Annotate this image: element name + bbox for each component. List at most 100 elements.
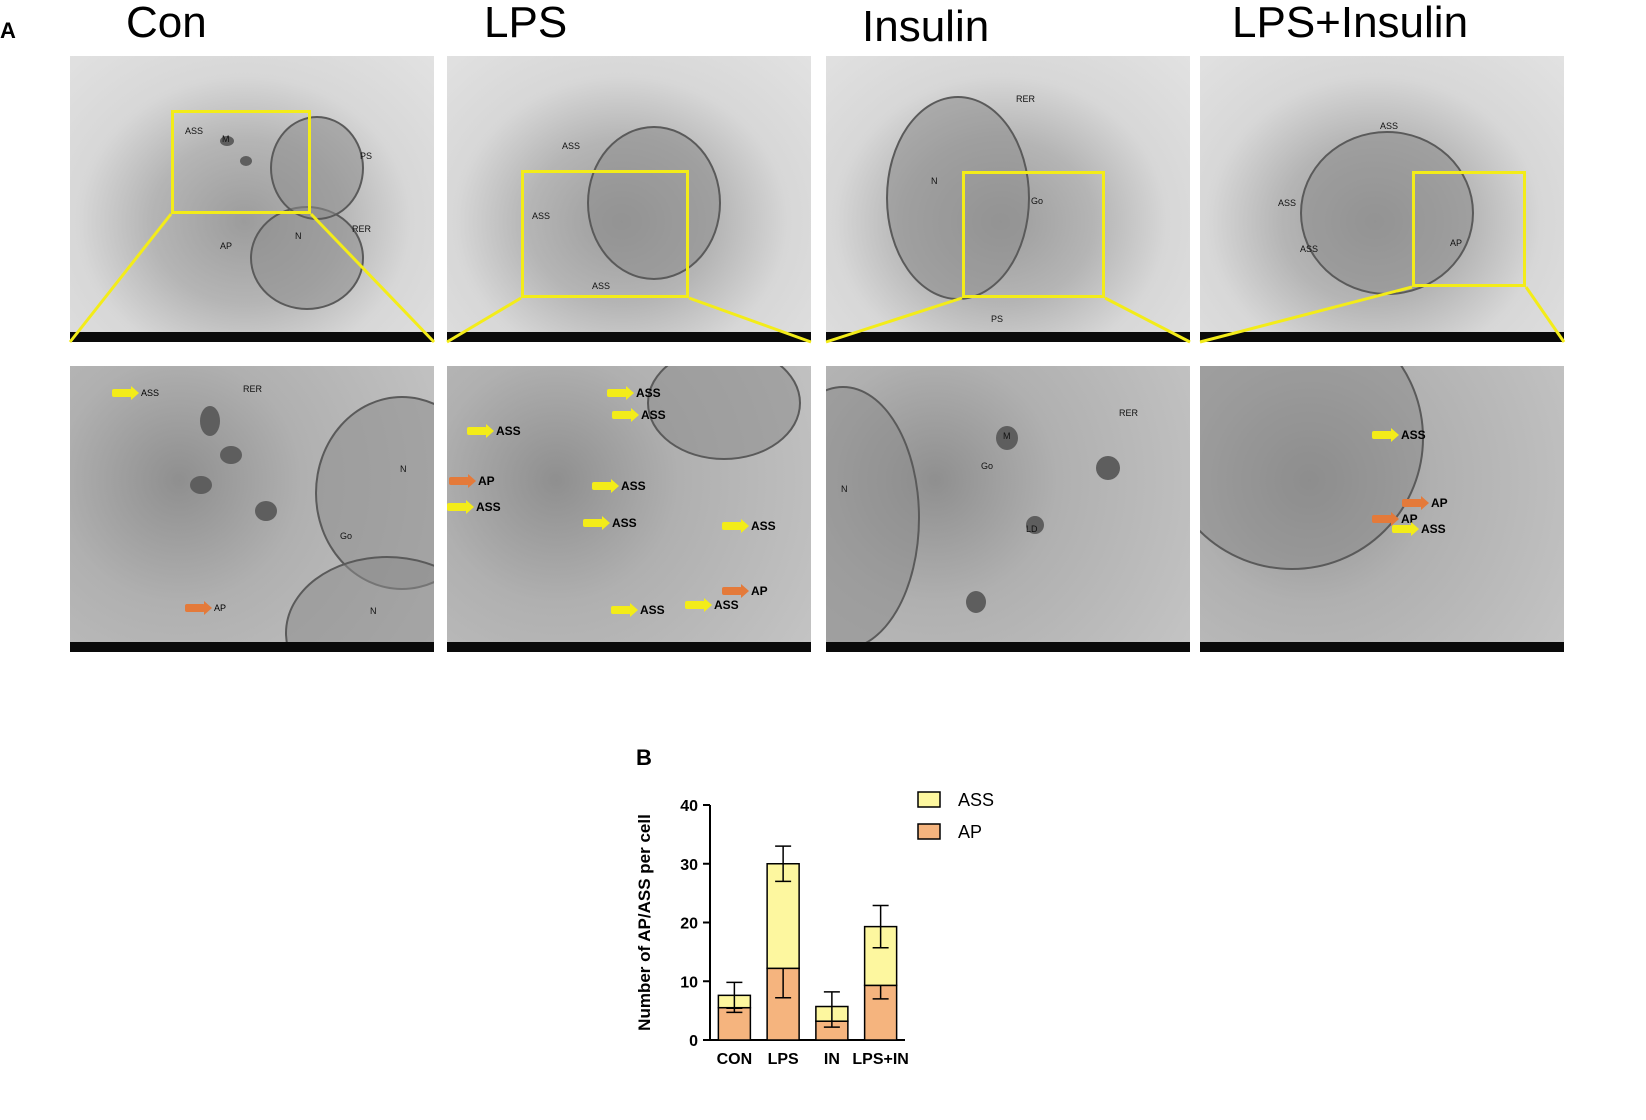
label-ass: ASS <box>562 141 581 151</box>
y-tick-label: 30 <box>680 857 698 874</box>
arrow-label: ASS <box>621 479 646 493</box>
label-go: Go <box>981 461 994 471</box>
arrow-ass: ASS <box>592 479 646 493</box>
roi-box-con <box>171 110 311 214</box>
arrow-ass: ASS <box>611 603 665 617</box>
arrow-label: ASS <box>751 519 776 533</box>
x-tick-label: LPS+IN <box>852 1051 908 1068</box>
scale-bar <box>826 642 1190 652</box>
arrow-ap: AP <box>449 474 495 488</box>
y-tick-label: 0 <box>689 1033 698 1050</box>
label-n: N <box>295 231 302 241</box>
y-axis-label: Number of AP/ASS per cell <box>635 814 654 1031</box>
label-ass: ASS <box>532 211 551 221</box>
organelle <box>240 156 252 166</box>
label-go: Go <box>340 531 353 541</box>
arrow-label: ASS <box>1421 522 1446 536</box>
label-ld: LD <box>1026 524 1038 534</box>
mitochondrion <box>255 501 277 521</box>
arrow-label: ASS <box>636 386 661 400</box>
arrow-ass: ASS <box>583 516 637 530</box>
scale-bar <box>70 642 434 652</box>
arrow-ass: ASS <box>447 500 501 514</box>
arrow-ass: ASS <box>685 598 739 612</box>
mitochondrion <box>190 476 212 494</box>
panel-label-b: B <box>636 745 652 770</box>
arrow-label: ASS <box>612 516 637 530</box>
arrow-label: ASS <box>640 603 665 617</box>
y-tick-label: 10 <box>680 974 698 991</box>
legend-label-ass: ASS <box>958 790 994 810</box>
group-title-lps-insulin: LPS+Insulin <box>1232 0 1469 47</box>
arrow-label: ASS <box>714 598 739 612</box>
label-ap: AP <box>1450 238 1463 248</box>
arrow-ass: ASS <box>1392 522 1446 536</box>
arrow-label: AP <box>214 603 227 613</box>
mitochondrion <box>220 446 242 464</box>
arrow-ass: ASS <box>607 386 661 400</box>
panel-label-a: A <box>0 18 16 43</box>
organelle <box>220 136 234 146</box>
x-tick-label: LPS <box>768 1051 799 1068</box>
arrow-ap: AP <box>1402 496 1448 510</box>
arrow-ap: AP <box>185 601 227 615</box>
mitochondrion <box>966 591 986 613</box>
scale-bar <box>826 332 1190 342</box>
arrow-label: ASS <box>141 388 160 398</box>
label-ap: AP <box>220 241 233 251</box>
label-n: N <box>931 176 938 186</box>
arrow-ass: ASS <box>612 408 666 422</box>
micrograph-insulin-overview: N RER Go PS <box>826 56 1190 342</box>
micrograph-insulin-zoom: RER M Go LD N <box>826 366 1190 652</box>
roi-box-lps <box>521 170 689 298</box>
micrograph-con-zoom: RER N N Go ASS AP <box>70 366 434 652</box>
micrograph-lps-insulin-zoom: ASS AP AP ASS <box>1200 366 1564 652</box>
group-title-lps: LPS <box>484 0 568 47</box>
label-ass: ASS <box>592 281 611 291</box>
micrograph-lps-zoom: ASS ASS ASS AP ASS ASS ASS ASS AP ASS AS… <box>447 366 811 652</box>
arrow-ass: ASS <box>722 519 776 533</box>
mitochondrion <box>200 406 220 436</box>
arrow-label: AP <box>1431 496 1448 510</box>
cell-nucleus <box>587 126 721 280</box>
arrow-label: AP <box>751 584 768 598</box>
x-tick-label: IN <box>824 1051 840 1068</box>
cell-nucleus <box>1300 131 1474 295</box>
label-rer: RER <box>243 384 263 394</box>
cell-nucleus <box>886 96 1030 300</box>
scale-bar <box>447 642 811 652</box>
scale-bar <box>70 332 434 342</box>
legend-label-ap: AP <box>958 822 982 842</box>
label-ps: PS <box>360 151 373 161</box>
group-title-insulin: Insulin <box>862 2 990 51</box>
arrow-label: ASS <box>476 500 501 514</box>
y-tick-label: 20 <box>680 916 698 933</box>
arrow-ass: ASS <box>112 386 160 400</box>
label-m: M <box>222 134 230 144</box>
label-ps: PS <box>991 314 1004 324</box>
label-go: Go <box>1031 196 1044 206</box>
mitochondrion <box>996 426 1018 450</box>
group-title-con: Con <box>126 0 207 47</box>
roi-box-lps-insulin <box>1412 171 1526 287</box>
arrow-label: AP <box>478 474 495 488</box>
arrow-label: ASS <box>496 424 521 438</box>
arrow-label: ASS <box>641 408 666 422</box>
x-tick-label: CON <box>717 1051 753 1068</box>
label-ass: ASS <box>1278 198 1297 208</box>
label-m: M <box>1003 431 1011 441</box>
legend-swatch-ass <box>917 791 941 808</box>
label-rer: RER <box>1119 408 1139 418</box>
label-n: N <box>400 464 407 474</box>
scale-bar <box>447 332 811 342</box>
legend-swatch-ap <box>917 823 941 840</box>
mitochondrion <box>1096 456 1120 480</box>
arrow-ass: ASS <box>1372 428 1426 442</box>
roi-box-insulin <box>962 171 1105 298</box>
label-rer: RER <box>1016 94 1036 104</box>
label-ass: ASS <box>1300 244 1319 254</box>
label-n: N <box>841 484 848 494</box>
label-ass: ASS <box>185 126 204 136</box>
arrow-ap: AP <box>722 584 768 598</box>
